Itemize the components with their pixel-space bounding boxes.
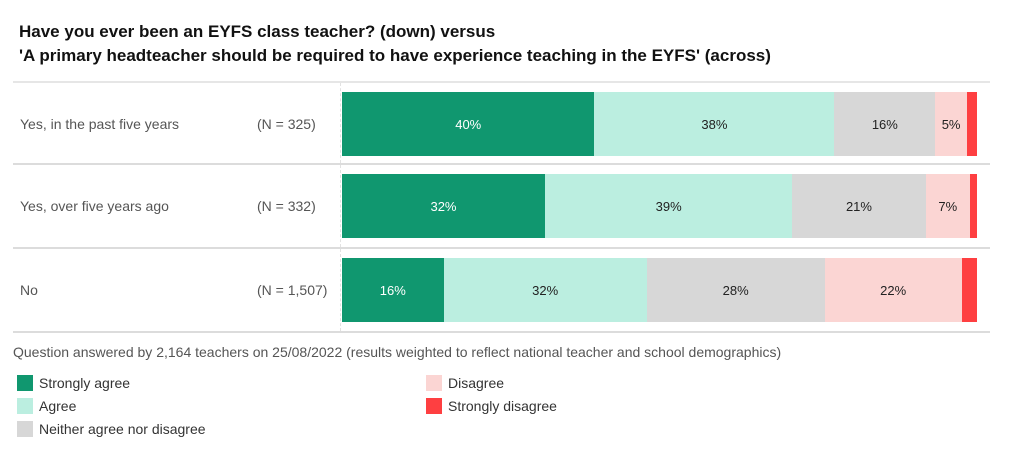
bar-segment-strongly-disagree: [969, 174, 977, 238]
bar-segment-strongly-agree: 32%: [342, 174, 545, 238]
bar-segment-neither: 16%: [834, 92, 936, 156]
legend-item-neither: Neither agree nor disagree: [17, 419, 206, 439]
legend-item-strongly-agree: Strongly agree: [17, 373, 130, 393]
bar-segment-neither: 28%: [646, 258, 825, 322]
stacked-bar: 32% 39% 21% 7%: [342, 174, 977, 238]
row-label: Yes, over five years ago: [20, 198, 169, 214]
row-label: No: [20, 282, 38, 298]
bar-segment-strongly-agree: 16%: [342, 258, 444, 322]
legend-label: Agree: [39, 398, 77, 414]
row-sample-size: (N = 332): [257, 198, 316, 214]
legend-swatch: [426, 375, 442, 391]
stacked-bar: 16% 32% 28% 22%: [342, 258, 977, 322]
bar-segment-disagree: 7%: [925, 174, 970, 238]
legend-swatch: [426, 398, 442, 414]
bar-segment-strongly-disagree: [961, 258, 977, 322]
bar-segment-neither: 21%: [792, 174, 926, 238]
chart-title: Have you ever been an EYFS class teacher…: [19, 20, 1009, 68]
bar-segment-strongly-agree: 40%: [342, 92, 595, 156]
chart-row: Yes, over five years ago (N = 332) 32% 39…: [13, 165, 990, 249]
row-divider: [340, 83, 341, 163]
stacked-bar: 40% 38% 16% 5%: [342, 92, 977, 156]
chart-title-line-1: Have you ever been an EYFS class teacher…: [19, 22, 496, 41]
row-divider: [340, 165, 341, 247]
chart-title-line-2: 'A primary headteacher should be require…: [19, 46, 771, 65]
bar-segment-disagree: 5%: [935, 92, 967, 156]
legend-label: Disagree: [448, 375, 505, 391]
row-label: Yes, in the past five years: [20, 116, 180, 132]
footnote: Question answered by 2,164 teachers on 2…: [13, 344, 782, 360]
chart-row: No (N = 1,507) 16% 32% 28% 22%: [13, 249, 990, 333]
row-sample-size: (N = 1,507): [257, 282, 328, 298]
row-divider: [340, 249, 341, 331]
legend-item-agree: Agree: [17, 396, 76, 416]
legend-swatch: [17, 421, 33, 437]
bar-segment-strongly-disagree: [966, 92, 977, 156]
legend-item-strongly-disagree: Strongly disagree: [426, 396, 557, 416]
legend-label: Strongly disagree: [448, 398, 557, 414]
legend: Strongly agree Agree Neither agree nor d…: [17, 373, 717, 443]
chart-rows: Yes, in the past five years (N = 325) 40…: [13, 81, 990, 333]
bar-segment-agree: 39%: [544, 174, 793, 238]
bar-segment-agree: 38%: [594, 92, 835, 156]
legend-swatch: [17, 375, 33, 391]
legend-label: Strongly agree: [39, 375, 131, 391]
legend-item-disagree: Disagree: [426, 373, 504, 393]
bar-segment-agree: 32%: [443, 258, 647, 322]
bar-segment-disagree: 22%: [824, 258, 962, 322]
legend-label: Neither agree nor disagree: [39, 421, 206, 437]
chart-row: Yes, in the past five years (N = 325) 40…: [13, 81, 990, 165]
legend-swatch: [17, 398, 33, 414]
row-sample-size: (N = 325): [257, 116, 316, 132]
